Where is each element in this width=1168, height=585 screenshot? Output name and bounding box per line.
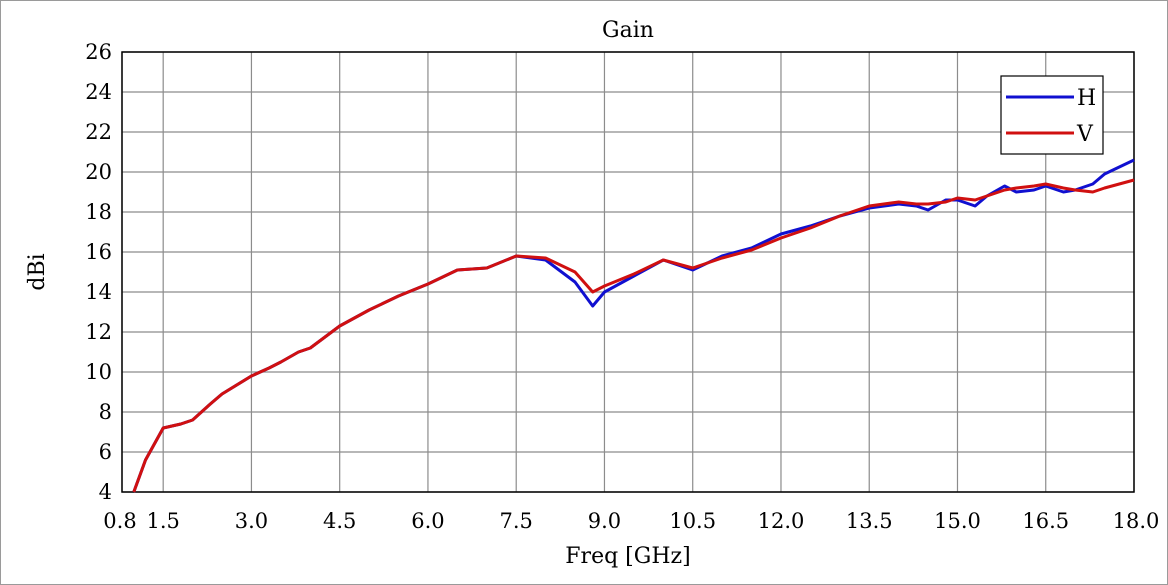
- grid-lines: [121, 51, 1135, 493]
- x-tick-label: 7.5: [500, 509, 533, 533]
- x-tick-label: 3.0: [235, 509, 268, 533]
- x-axis-ticks: 0.8 1.5 3.0 4.5 6.0 7.5 9.0 10.5 12.0 13.5 15.0 16.…: [103, 509, 1159, 533]
- y-tick-label: 12: [85, 320, 112, 344]
- series-lines: [132, 158, 1135, 493]
- x-tick-label: 9.0: [588, 509, 621, 533]
- y-tick-label: 16: [85, 240, 112, 264]
- y-tick-label: 20: [85, 160, 112, 184]
- chart-title: Gain: [602, 18, 654, 43]
- y-tick-label: 22: [85, 120, 112, 144]
- series-line-v: [132, 178, 1135, 493]
- y-tick-label: 26: [85, 40, 112, 64]
- legend-box: [1000, 75, 1104, 155]
- y-tick-label: 14: [85, 280, 112, 304]
- legend-label-v: V: [1076, 122, 1094, 147]
- x-tick-label: 1.5: [146, 509, 179, 533]
- y-tick-label: 10: [85, 360, 112, 384]
- x-tick-label: 0.8: [103, 509, 136, 533]
- x-tick-label: 16.5: [1022, 509, 1069, 533]
- x-tick-label: 6.0: [411, 509, 444, 533]
- y-tick-label: 18: [85, 200, 112, 224]
- legend-label-h: H: [1077, 86, 1096, 111]
- legend: HV: [1000, 75, 1104, 155]
- plot-area: [121, 51, 1135, 493]
- y-tick-label: 24: [85, 80, 112, 104]
- x-tick-label: 13.5: [846, 509, 893, 533]
- y-tick-label: 4: [99, 480, 112, 504]
- series-line-h: [132, 158, 1135, 493]
- y-tick-label: 8: [99, 400, 112, 424]
- x-tick-label: 18.0: [1113, 509, 1160, 533]
- x-axis-label: Freq [GHz]: [565, 544, 690, 569]
- x-tick-label: 15.0: [934, 509, 981, 533]
- y-axis-ticks: 4 6 8 10 12 14 16 18 20 22 24 26: [85, 40, 112, 504]
- y-axis-label: dBi: [25, 253, 50, 290]
- y-tick-label: 6: [99, 440, 112, 464]
- x-tick-label: 10.5: [669, 509, 716, 533]
- x-tick-label: 12.0: [758, 509, 805, 533]
- x-tick-label: 4.5: [323, 509, 356, 533]
